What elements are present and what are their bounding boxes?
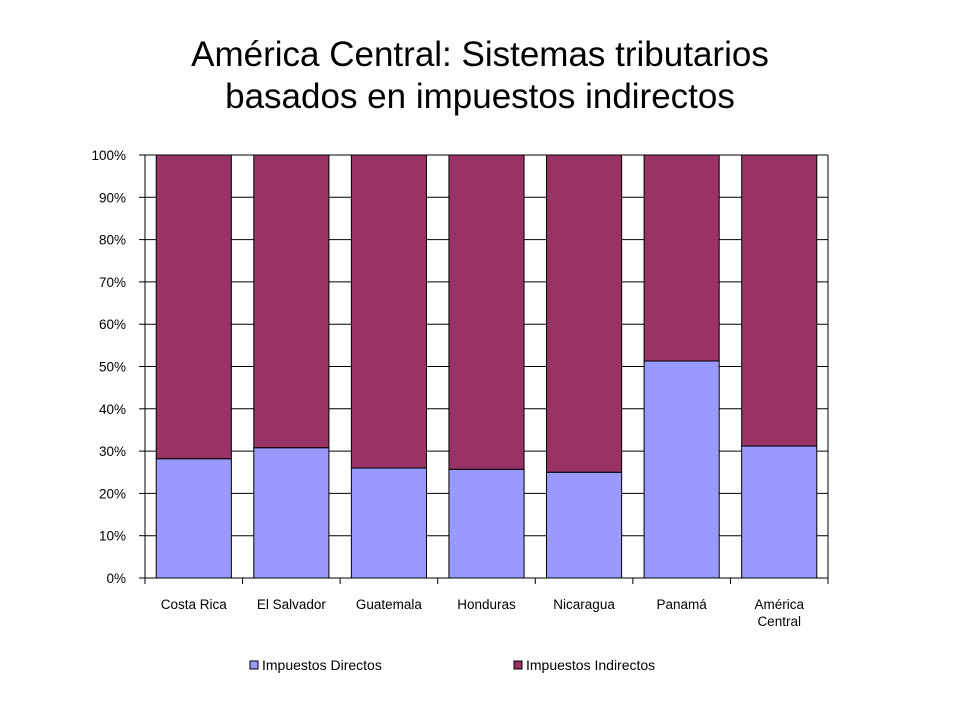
chart-title: América Central: Sistemas tributarios ba…	[0, 34, 960, 118]
bar-indirectos	[350, 154, 427, 469]
y-tick-label: 40%	[99, 402, 126, 417]
bar-directos	[350, 467, 427, 579]
y-tick-label: 100%	[91, 148, 126, 163]
x-tick-label: Nicaragua	[553, 597, 615, 612]
x-tick-label: Costa Rica	[161, 597, 228, 612]
x-tick-label: Honduras	[457, 597, 516, 612]
legend-swatch	[513, 660, 523, 670]
x-tick-label: Panamá	[656, 597, 707, 612]
bar-directos	[546, 471, 623, 579]
bar-indirectos	[741, 154, 818, 447]
chart-title-line-2: basados en impuestos indirectos	[225, 77, 735, 116]
x-tick-label: El Salvador	[257, 597, 327, 612]
y-tick-label: 80%	[99, 233, 126, 248]
legend-label: Impuestos Indirectos	[526, 657, 655, 673]
bar-indirectos	[155, 154, 232, 460]
y-tick-label: 30%	[99, 444, 126, 459]
x-tick-label: Guatemala	[356, 597, 423, 612]
chart-title-line-1: América Central: Sistemas tributarios	[191, 35, 769, 74]
y-tick-label: 20%	[99, 486, 126, 501]
y-tick-label: 70%	[99, 275, 126, 290]
bar-indirectos	[253, 154, 330, 449]
bar-indirectos	[643, 154, 720, 362]
legend-swatch	[249, 660, 259, 670]
y-tick-label: 90%	[99, 190, 126, 205]
bar-directos	[741, 445, 818, 579]
bar-directos	[643, 360, 720, 579]
bar-indirectos	[448, 154, 525, 470]
bar-directos	[253, 447, 330, 579]
y-tick-label: 0%	[106, 571, 126, 586]
y-tick-label: 10%	[99, 529, 126, 544]
y-tick-label: 50%	[99, 360, 126, 375]
x-tick-label: América	[754, 597, 804, 612]
y-tick-label: 60%	[99, 317, 126, 332]
x-tick-label: Central	[757, 614, 801, 629]
bar-directos	[155, 458, 232, 579]
bar-directos	[448, 468, 525, 579]
bar-indirectos	[546, 154, 623, 473]
legend-label: Impuestos Directos	[262, 657, 382, 673]
